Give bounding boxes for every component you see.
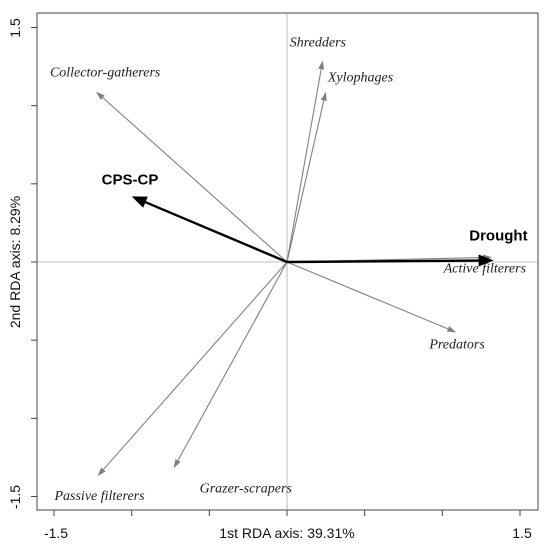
y-tick-label-max: 1.5	[7, 18, 23, 38]
taxa-arrowhead-4	[446, 326, 457, 333]
taxa-label: Shredders	[290, 35, 347, 50]
y-axis-ticks	[31, 27, 37, 497]
biplot-labels: Shredders Xylophages Collector-gatherers Ac…	[50, 35, 528, 504]
environmental-vector-1	[145, 201, 288, 264]
taxa-arrowhead-1	[320, 91, 327, 102]
taxa-label: Grazer-scrapers	[200, 481, 293, 496]
taxa-label: Active filterers	[443, 261, 527, 276]
environmental-arrowhead-1	[131, 196, 148, 208]
x-axis-ticks	[53, 510, 521, 516]
taxa-vector-0	[286, 69, 322, 263]
taxa-label: Predators	[428, 337, 485, 352]
taxa-arrowhead-2	[95, 91, 105, 100]
environmental-label: Drought	[469, 227, 527, 244]
taxa-label: Xylophages	[327, 71, 394, 86]
y-tick-label-min: -1.5	[7, 485, 23, 509]
biplot-vectors	[95, 60, 494, 477]
taxa-arrowhead-0	[318, 60, 325, 70]
taxa-vector-6	[103, 261, 288, 470]
taxa-vector-5	[177, 261, 288, 461]
environmental-arrowhead-0	[478, 254, 494, 267]
environmental-vector-0	[286, 259, 479, 264]
environmental-label: CPS-CP	[102, 171, 159, 188]
taxa-arrowhead-5	[173, 459, 181, 469]
taxa-arrowhead-6	[97, 467, 106, 477]
taxa-label: Passive filterers	[53, 489, 145, 504]
taxa-vector-1	[286, 100, 325, 263]
taxa-label: Collector-gatherers	[50, 66, 161, 81]
taxa-vector-4	[286, 261, 449, 330]
x-tick-label-min: -1.5	[44, 525, 68, 541]
x-tick-label-max: 1.5	[512, 525, 532, 541]
y-axis-title: 2nd RDA axis: 8.29%	[7, 196, 23, 328]
taxa-vector-2	[102, 97, 288, 263]
x-axis-title: 1st RDA axis: 39.31%	[219, 525, 354, 541]
